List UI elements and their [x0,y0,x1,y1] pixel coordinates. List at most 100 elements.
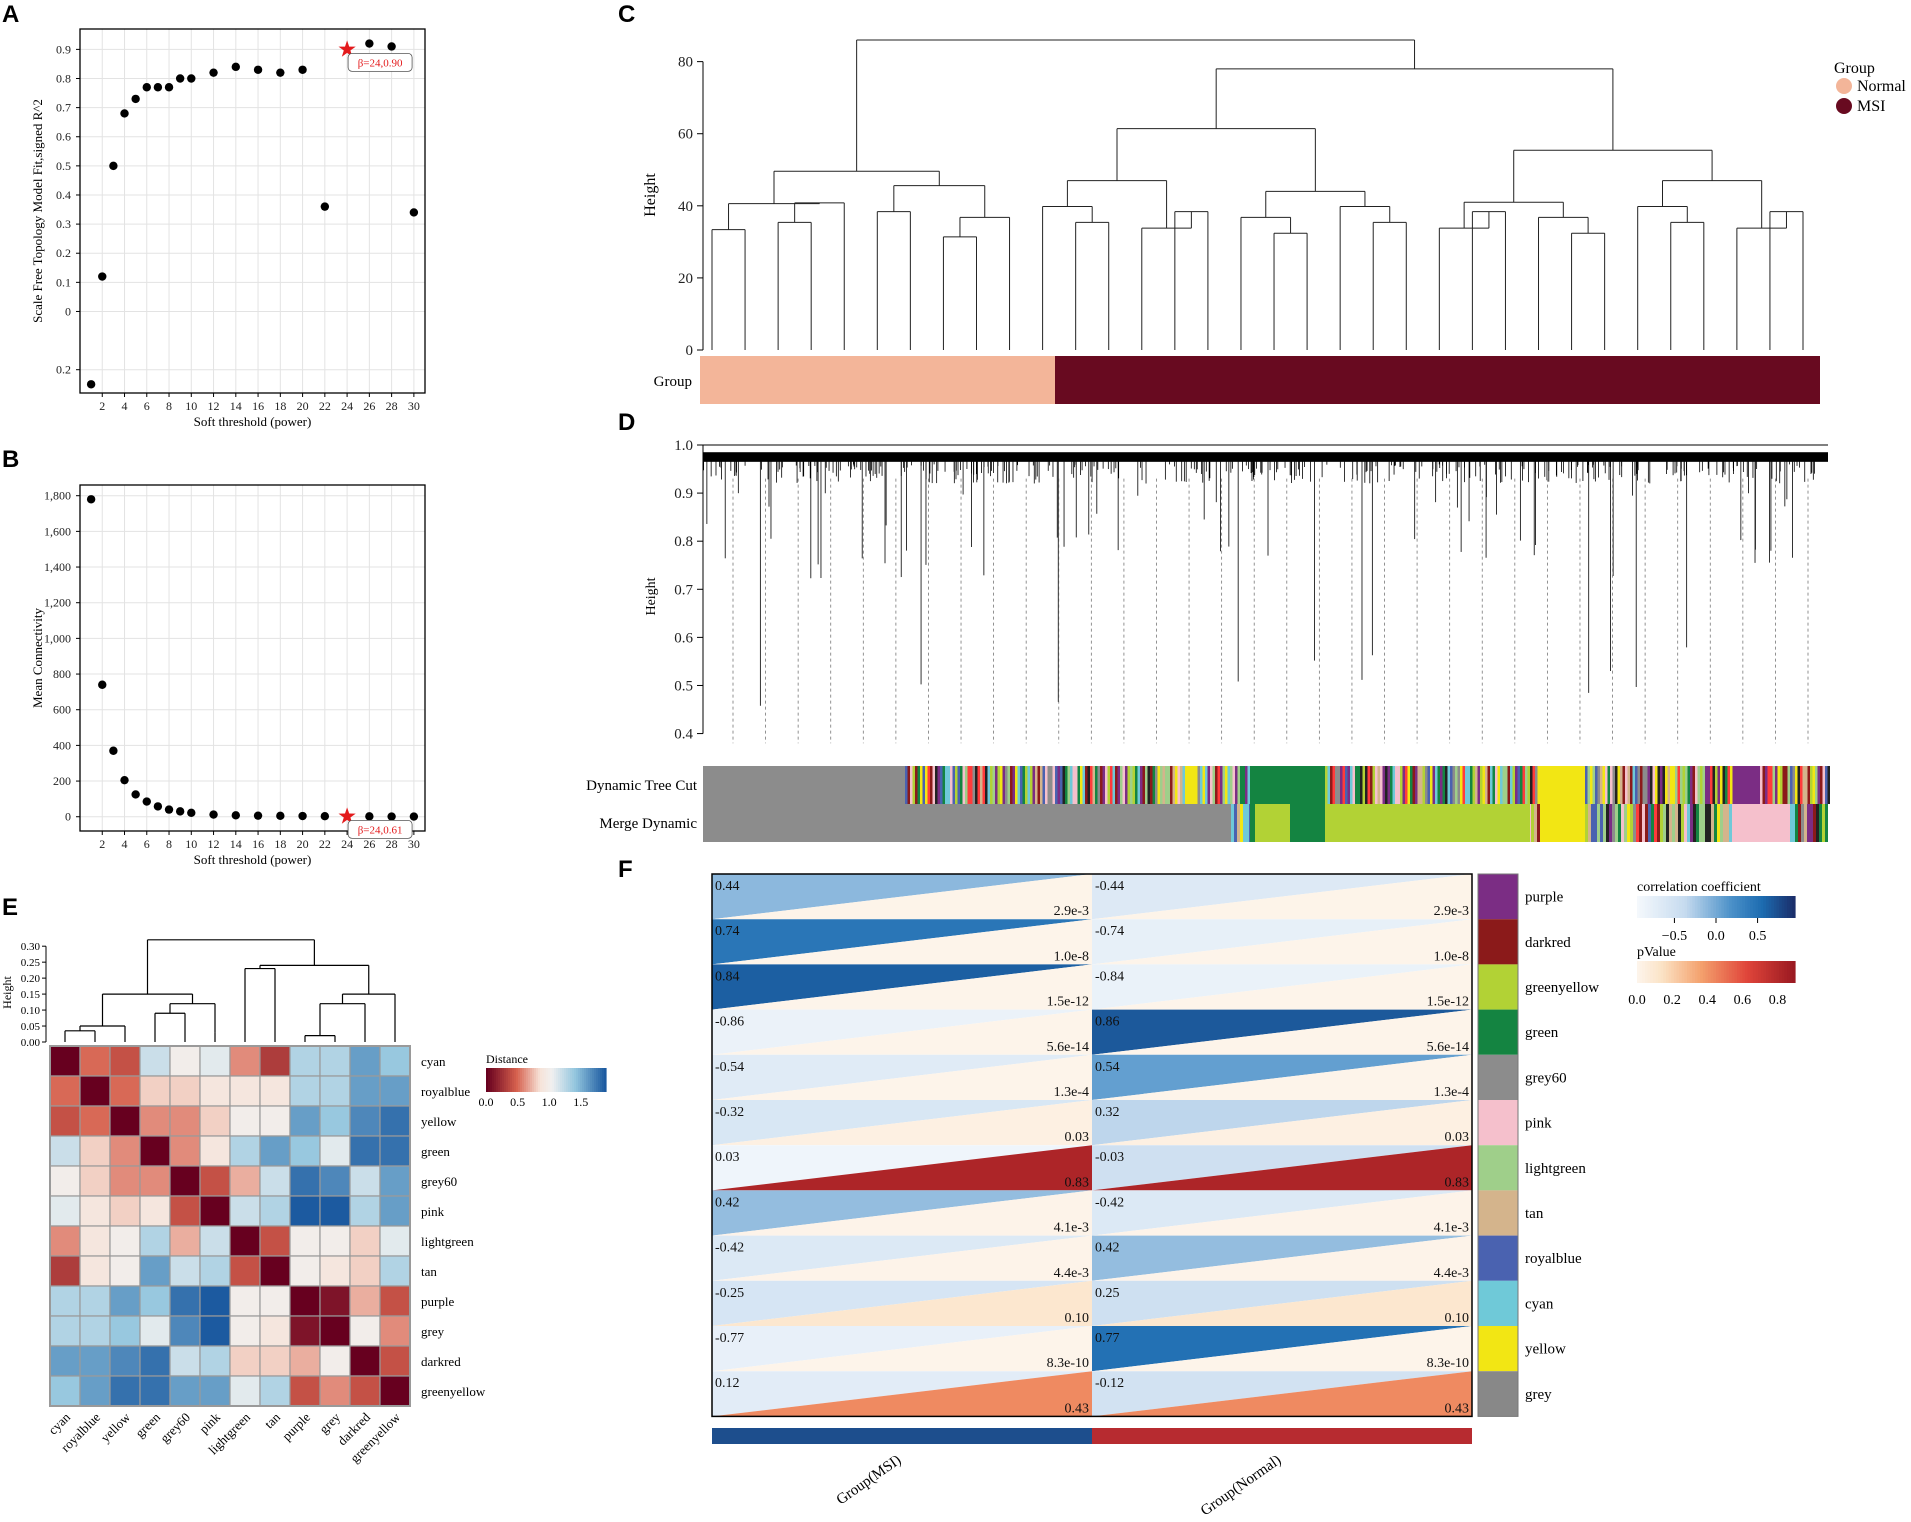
legend-gradient-step [556,1068,559,1092]
dynamic-cut-segment [1462,766,1465,804]
pvalue-label: 4.4e-3 [1434,1266,1469,1281]
heatmap-cell [199,1045,231,1077]
legend-gradient-step [596,1068,599,1092]
dynamic-cut-segment [1192,766,1195,804]
dynamic-cut-segment [1675,766,1678,804]
merge-dynamic-segment [1645,804,1648,842]
legend-corr-tick-label: −0.5 [1662,929,1687,944]
legend-corr-step [1660,896,1664,918]
dynamic-cut-segment [1427,766,1430,804]
x-tick-label: 30 [408,399,420,413]
legend-gradient-step [542,1068,545,1092]
dynamic-cut-segment [1160,766,1163,804]
legend-corr-step [1652,896,1657,918]
dynamic-cut-segment [1080,766,1083,804]
x-axis-label: Soft threshold (power) [194,852,312,867]
legend-p-step [1708,961,1712,983]
heatmap-cell [229,1105,261,1137]
height-tick-label: 0.20 [21,973,41,985]
height-axis-label: Height [0,976,14,1009]
legend-corr-step [1744,896,1749,918]
dynamic-cut-segment [1215,766,1218,804]
heatmap-cell [259,1165,291,1197]
legend-gradient-step [514,1068,517,1092]
dynamic-cut-module [1735,766,1760,804]
dynamic-cut-segment [1432,766,1435,804]
dynamic-cut-segment [1667,766,1670,804]
y-tick-label: 0.6 [674,630,693,646]
dynamic-cut-segment [1057,766,1060,804]
x-tick-label: 22 [319,399,331,413]
heatmap-cell [109,1255,141,1287]
data-point [120,775,129,785]
data-point [153,83,163,92]
legend-corr-step [1723,896,1728,918]
dynamic-cut-segment [1035,766,1038,804]
dynamic-cut-segment [1607,766,1610,804]
heatmap-cell [289,1075,321,1107]
data-point [164,83,174,92]
heatmap-cell [79,1075,111,1107]
heatmap-frame [711,873,1473,1418]
legend-corr-step [1650,896,1654,918]
heatmap-cell [199,1075,231,1107]
merge-dynamic-segment [1669,804,1672,842]
dynamic-cut-segment [1537,766,1540,804]
pvalue-triangle [712,964,1092,1010]
dynamic-cut-segment [1170,766,1173,804]
dynamic-cut-segment [1327,766,1330,804]
y-tick-label: 0.4 [674,727,693,743]
dynamic-cut-segment [1407,766,1410,804]
legend-p-step [1742,961,1746,983]
merge-dynamic-segment [1720,804,1723,842]
dynamic-cut-segment [1350,766,1353,804]
legend-gradient-step [590,1068,593,1092]
legend-corr-step [1737,896,1741,918]
x-tick-label: 8 [166,837,172,851]
dynamic-cut-segment [1125,766,1128,804]
data-point [175,807,185,816]
legend-gradient-step [522,1068,525,1092]
legend-corr-step [1681,896,1685,918]
corr-triangle [1092,1009,1472,1055]
col-label: grey60 [157,1410,193,1446]
merge-dynamic-segment [1639,804,1642,842]
dynamic-cut-segment [920,766,923,804]
col-label: tan [261,1409,283,1431]
panel-letter-b: B [2,446,19,473]
heatmap-cell [49,1165,81,1197]
y-tick-label: 0.8 [56,72,71,86]
dynamic-cut-segment [1077,766,1080,804]
dynamic-cut-segment [1415,766,1418,804]
merge-dynamic-segment [1702,804,1705,842]
heatmap-cell [169,1105,201,1137]
legend-corr-step [1644,896,1649,918]
dynamic-cut-segment [1132,766,1135,804]
x-tick-label: 18 [274,837,286,851]
dynamic-cut-segment [1452,766,1455,804]
dynamic-cut-segment [1147,766,1150,804]
dynamic-cut-segment [1445,766,1448,804]
legend-corr-step [1726,896,1730,918]
corr-triangle [712,919,1092,965]
module-frame [1477,873,1519,1417]
x-tick-label: 26 [363,837,375,851]
dynamic-cut-segment [1095,766,1098,804]
data-point [365,39,374,48]
height-tick-label: 0.15 [21,989,41,1001]
y-tick-label: 1,000 [44,631,71,645]
data-point [409,208,419,217]
legend-gradient-step [578,1068,581,1092]
dynamic-cut-segment [1142,766,1145,804]
dynamic-cut-segment [942,766,945,804]
legend-gradient-step [510,1068,513,1092]
dynamic-cut-segment [1245,766,1248,804]
merge-dynamic-segment [1228,804,1231,842]
legend-p-step [1710,961,1714,983]
legend-p-step [1702,961,1707,983]
merge-dynamic-segment [1816,804,1819,842]
heatmap-cell [289,1135,321,1167]
trait-bar-msi [712,1428,1092,1444]
merge-dynamic-segment [1792,804,1795,842]
merge-dynamic-segment [1819,804,1822,842]
